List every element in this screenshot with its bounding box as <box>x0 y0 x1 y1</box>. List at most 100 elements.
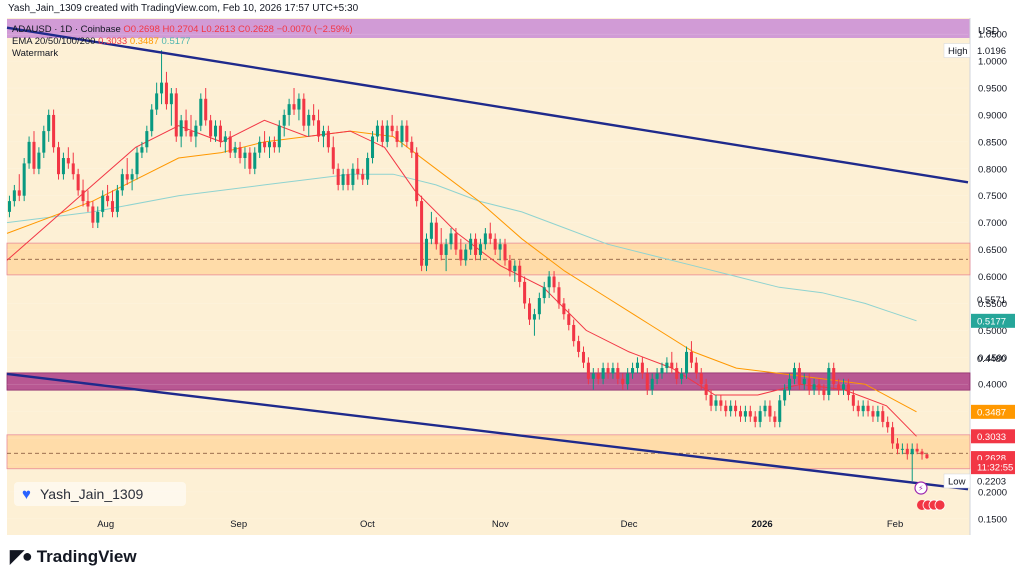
candle <box>115 184 119 218</box>
candle-body <box>493 238 497 250</box>
candle-body <box>488 233 492 239</box>
candle <box>150 104 154 137</box>
candle-body <box>881 411 885 422</box>
event-icons[interactable]: ⚡ <box>914 481 946 511</box>
price-tag-value: 1.0196 <box>977 46 1006 57</box>
candle-body <box>356 168 360 175</box>
candle-body <box>542 287 546 299</box>
candle <box>243 147 247 169</box>
candle-body <box>434 222 438 245</box>
candle-body <box>562 303 566 315</box>
candle <box>380 120 384 148</box>
candle-body <box>454 233 458 250</box>
candle <box>827 362 831 401</box>
candle <box>263 131 267 153</box>
candle <box>866 400 870 417</box>
upper-channel[interactable] <box>6 26 969 184</box>
candle <box>370 131 375 164</box>
candle <box>837 378 841 395</box>
candle <box>734 400 738 417</box>
candle-body <box>184 120 188 132</box>
candle <box>689 341 693 369</box>
ema20-value: 0.3033 <box>98 36 128 47</box>
candle-body <box>223 136 227 142</box>
candle-body <box>513 265 517 272</box>
candle-body <box>846 384 850 395</box>
candle-body <box>86 201 90 207</box>
candle <box>763 400 767 417</box>
symbol-line[interactable]: ADAUSD · 1D · Coinbase <box>12 24 121 35</box>
candle <box>856 400 860 417</box>
candle <box>312 104 316 126</box>
candle-body <box>675 368 679 379</box>
y-tick-label: 0.7000 <box>978 218 1007 229</box>
candle <box>71 152 75 180</box>
author-name: Yash_Jain_1309 <box>40 486 144 502</box>
candle-body <box>665 362 669 369</box>
candle-body <box>17 190 21 196</box>
chart-header: Yash_Jain_1309 created with TradingView.… <box>8 3 359 14</box>
candle <box>748 405 752 422</box>
candle <box>439 228 443 261</box>
candle <box>513 260 517 282</box>
candle <box>12 184 16 207</box>
candle <box>567 308 571 331</box>
candle <box>400 120 404 148</box>
candle <box>179 114 183 148</box>
candle <box>891 421 895 449</box>
x-tick-label: Sep <box>230 519 247 530</box>
flag-event-icon-4[interactable] <box>934 499 946 511</box>
candle <box>508 254 512 277</box>
lightning-event-icon[interactable] <box>914 481 928 495</box>
candle <box>719 394 723 412</box>
candle <box>410 136 414 159</box>
candle-body <box>444 244 448 255</box>
candle-body <box>32 141 36 169</box>
candle-body <box>238 147 242 159</box>
candle-body <box>415 152 419 202</box>
candle <box>248 147 252 175</box>
price-tag-bg <box>971 404 1015 419</box>
candle-body <box>272 141 276 148</box>
candle-body <box>424 238 429 266</box>
price-tag: 0.3033 <box>971 429 1015 444</box>
lower-channel[interactable] <box>6 372 969 491</box>
candle-body <box>743 411 747 417</box>
candle <box>91 201 95 229</box>
legend-row-watermark[interactable]: Watermark <box>12 48 353 60</box>
candle <box>351 163 355 191</box>
chart-legend: ADAUSD · 1D · Coinbase O0.2698 H0.2704 L… <box>12 24 353 60</box>
candle-body <box>160 82 164 94</box>
tradingview-logo[interactable]: ◤● TradingView <box>10 546 137 567</box>
ema100-line <box>6 173 917 322</box>
candle-body <box>581 351 586 363</box>
legend-row-ema[interactable]: EMA 20/50/100/200 0.3033 0.3487 0.5177 <box>12 36 353 48</box>
candle <box>846 378 850 401</box>
candle-body <box>900 448 904 450</box>
candle <box>743 405 747 422</box>
ema100-value: 0.5177 <box>161 36 191 47</box>
x-tick-label: 2026 <box>752 519 773 530</box>
candle-body <box>596 373 600 379</box>
candle <box>680 368 684 385</box>
price-tag-caption-bg <box>943 473 971 489</box>
candle-body <box>189 131 193 137</box>
candle-body <box>101 195 105 212</box>
candle <box>788 373 792 395</box>
candle-body <box>773 416 777 422</box>
candle <box>905 443 909 460</box>
candle <box>920 448 924 460</box>
candle-body <box>871 411 875 417</box>
candle <box>287 98 291 126</box>
candle-body <box>812 384 816 390</box>
price-tag-value: 0.3487 <box>977 407 1006 418</box>
candle <box>47 109 51 142</box>
close-value: C0.2628 <box>238 24 274 35</box>
candle-body <box>837 384 841 390</box>
candle-body <box>130 174 134 180</box>
candle-body <box>915 448 919 452</box>
price-tag-value: 11:32:55 <box>977 463 1013 474</box>
candle-body <box>738 411 743 417</box>
candle-body <box>42 131 46 153</box>
